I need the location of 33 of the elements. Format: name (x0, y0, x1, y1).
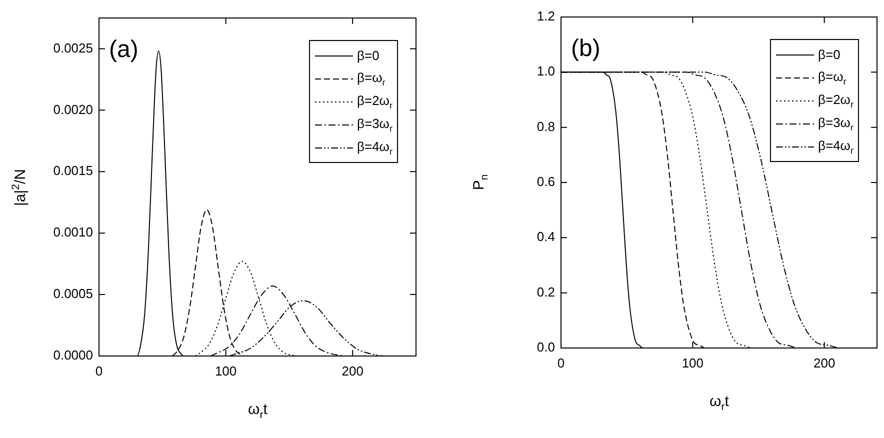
legend-label: β=4ω$_{r}$ (818, 138, 854, 156)
y-tick-label: 1.0 (536, 64, 555, 79)
legend-label: β=3ω$_{r}$ (818, 114, 854, 132)
y-tick-label: 0.0 (536, 340, 555, 355)
legend-label: β=ω$_{r}$ (357, 70, 386, 88)
y-tick-label: 0.0005 (53, 286, 93, 302)
y-tick-label: 0.6 (536, 174, 555, 190)
legend-label: β=ω$_{r}$ (818, 68, 846, 86)
y-tick-label: 0.2 (536, 284, 555, 300)
x-axis-title: ω$_{r}$t (248, 401, 268, 421)
y-tick-label: 0.0000 (53, 348, 93, 363)
y-tick-label: 1.2 (536, 8, 555, 24)
x-tick-label: 100 (214, 363, 237, 378)
y-tick-label: 0.0025 (53, 40, 93, 56)
y-tick-label: 0.0010 (53, 224, 93, 240)
x-axis-title: ω$_{r}$t (710, 393, 729, 413)
x-tick-label: 100 (682, 355, 704, 370)
legend-label: β=3ω$_{r}$ (357, 116, 392, 134)
legend-label: β=2ω$_{r}$ (357, 92, 392, 110)
y-tick-label: 0.8 (536, 118, 555, 134)
legend-label: β=0 (357, 48, 380, 63)
x-tick-label: 0 (557, 355, 565, 370)
y-tick-label: 0.0020 (53, 102, 93, 117)
x-tick-label: 0 (95, 363, 103, 378)
legend-label: β=4ω$_{r}$ (357, 138, 392, 156)
annotation: (a) (109, 36, 138, 63)
x-tick-label: 200 (342, 363, 364, 378)
legend-label: β=0 (818, 47, 840, 62)
annotation: (b) (571, 35, 600, 62)
legend-label: β=2ω$_{r}$ (818, 92, 854, 110)
y-tick-label: 0.0015 (53, 163, 93, 178)
y-tick-label: 0.4 (536, 229, 555, 244)
x-tick-label: 200 (813, 355, 836, 370)
